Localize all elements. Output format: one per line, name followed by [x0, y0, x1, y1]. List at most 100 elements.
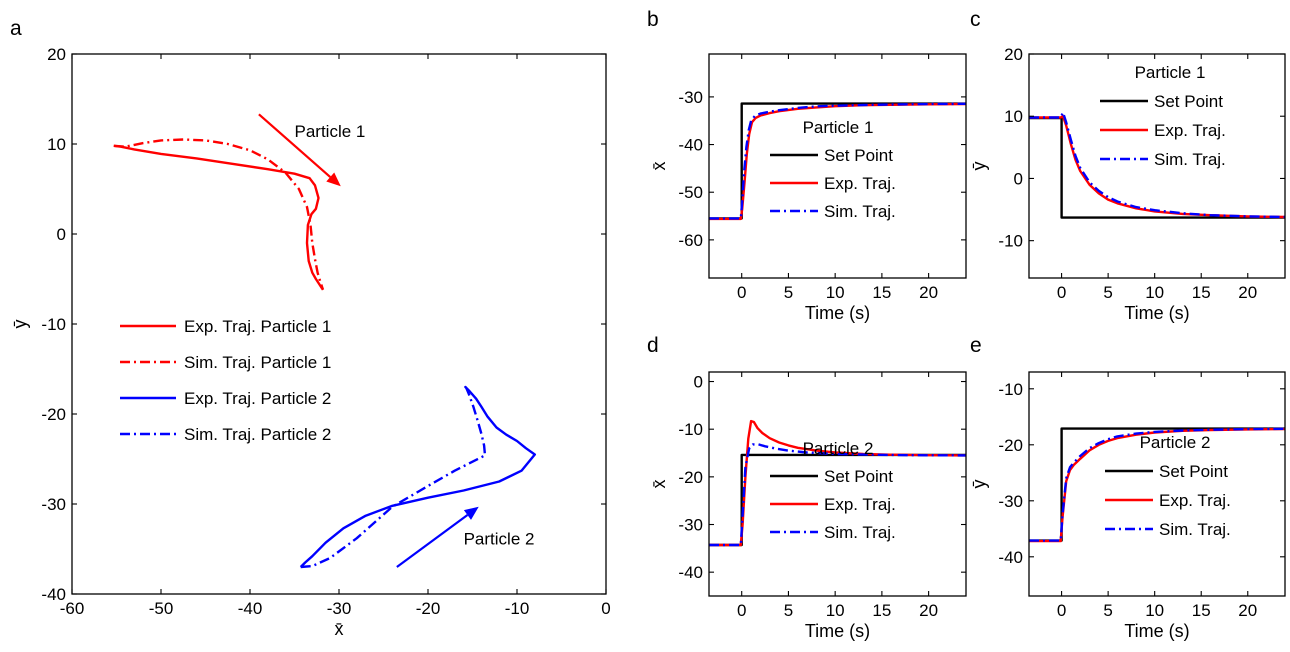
legend-entry: Set Point — [824, 467, 893, 486]
panel-b: b 0 5 10 15 20 -60 -50 -40 -30 Time (s) x̄ Particle … — [647, 8, 967, 323]
y-tick-label: -10 — [41, 315, 66, 334]
legend-e: Particle 2 Set Point Exp. Traj. Sim. Traj. — [1105, 433, 1231, 539]
y-tick-label: 0 — [694, 373, 703, 392]
x-tick-label: 15 — [872, 283, 891, 302]
x-tick-label: 10 — [826, 283, 845, 302]
y-tick-label: -10 — [998, 380, 1023, 399]
series-line-sim-traj-particle-2 — [300, 387, 487, 569]
y-tick-label: 0 — [57, 225, 66, 244]
series-line-sim-traj — [1029, 427, 1285, 542]
series-line-sim-traj-particle-1 — [113, 138, 325, 291]
x-tick-label: 20 — [919, 601, 938, 620]
panel-label-e: e — [970, 334, 982, 357]
x-tick-label: 0 — [1057, 601, 1066, 620]
x-tick-label: 0 — [737, 601, 746, 620]
y-tick-label: 10 — [47, 135, 66, 154]
plot-area-b — [709, 102, 966, 221]
y-tick-label: -30 — [678, 88, 703, 107]
x-tick-label: -10 — [505, 599, 530, 618]
panel-e: e 0 5 10 15 20 -40 -30 -20 -10 Time (s) ȳ Particle 2… — [969, 334, 1286, 641]
x-tick-label: -20 — [416, 599, 441, 618]
legend-entry: Sim. Traj. — [1154, 150, 1226, 169]
direction-arrowhead — [326, 172, 341, 187]
x-axis-label: Time (s) — [805, 621, 870, 641]
legend-entry: Exp. Traj. — [1154, 121, 1226, 140]
series-line-exp-traj-particle-1 — [113, 144, 324, 291]
direction-arrowhead — [463, 506, 479, 520]
y-tick-label: -40 — [998, 548, 1023, 567]
x-tick-label: 15 — [1192, 601, 1211, 620]
x-tick-label: 5 — [784, 601, 793, 620]
legend-c: Particle 1 Set Point Exp. Traj. Sim. Traj. — [1100, 63, 1226, 169]
x-tick-label: 20 — [1238, 601, 1257, 620]
legend-entry: Exp. Traj. Particle 2 — [184, 389, 331, 408]
y-axis-label: ȳ — [969, 162, 989, 171]
y-tick-label: -10 — [678, 420, 703, 439]
x-axis-label: Time (s) — [1124, 303, 1189, 323]
annotation-label: Particle 1 — [295, 122, 366, 141]
axes-box-b — [708, 53, 967, 279]
x-tick-label: -50 — [149, 599, 174, 618]
legend-title: Particle 2 — [803, 439, 874, 458]
y-tick-label: -20 — [998, 436, 1023, 455]
legend-entry: Exp. Traj. Particle 1 — [184, 317, 331, 336]
plot-area-a — [113, 138, 536, 569]
legend-entry: Set Point — [824, 146, 893, 165]
x-axis-label: x̄ — [335, 619, 344, 639]
legend-entry: Exp. Traj. — [1159, 491, 1231, 510]
legend-title: Particle 1 — [1135, 63, 1206, 82]
legend-entry: Exp. Traj. — [824, 174, 896, 193]
legend-d: Particle 2 Set Point Exp. Traj. Sim. Traj. — [770, 439, 896, 542]
legend-entry: Set Point — [1159, 462, 1228, 481]
series-line-sim-traj — [709, 443, 966, 547]
direction-arrow — [258, 113, 331, 178]
x-tick-label: -30 — [327, 599, 352, 618]
plot-area-c — [1029, 111, 1285, 219]
x-tick-label: -40 — [238, 599, 263, 618]
legend-entry: Sim. Traj. — [824, 523, 896, 542]
legend-b: Particle 1 Set Point Exp. Traj. Sim. Traj. — [770, 118, 896, 221]
panel-label-c: c — [970, 8, 981, 31]
series-line-exp-traj — [1029, 427, 1285, 543]
y-tick-label: -40 — [678, 136, 703, 155]
axes-box-d — [708, 371, 967, 597]
x-tick-label: 10 — [1145, 601, 1164, 620]
series-line-exp-traj-particle-2 — [299, 385, 536, 568]
x-tick-label: 5 — [1103, 283, 1112, 302]
x-axis-label: Time (s) — [805, 303, 870, 323]
y-tick-label: 20 — [1004, 45, 1023, 64]
y-tick-label: -30 — [678, 516, 703, 535]
legend-entry: Exp. Traj. — [824, 495, 896, 514]
plot-area-e — [1029, 427, 1285, 543]
x-tick-label: 20 — [1238, 283, 1257, 302]
x-tick-label: 10 — [826, 601, 845, 620]
y-tick-label: -20 — [41, 405, 66, 424]
x-tick-label: 5 — [1103, 601, 1112, 620]
x-tick-label: 0 — [601, 599, 610, 618]
y-tick-label: -40 — [678, 563, 703, 582]
panel-d: d 0 5 10 15 20 -40 -30 -20 -10 0 Time (s) x̄ Particle… — [647, 334, 967, 641]
annotation-label: Particle 2 — [464, 530, 535, 549]
y-tick-label: -40 — [41, 585, 66, 604]
y-axis-label: x̄ — [649, 162, 669, 171]
panel-a: a -60 -50 -40 -30 -20 -10 0 -40 -30 -20 -10 0 10 20 x̄ ȳ… — [10, 17, 611, 639]
y-tick-label: -50 — [678, 183, 703, 202]
x-tick-label: 20 — [919, 283, 938, 302]
panel-label-b: b — [647, 8, 659, 31]
panel-c: c 0 5 10 15 20 -10 0 10 20 Time (s) ȳ Particle 1 Set … — [969, 8, 1286, 323]
legend-a: Exp. Traj. Particle 1 Sim. Traj. Particle… — [120, 317, 331, 444]
y-tick-label: 20 — [47, 45, 66, 64]
axes-box-c — [1028, 53, 1286, 279]
legend-entry: Set Point — [1154, 92, 1223, 111]
y-tick-label: 10 — [1004, 107, 1023, 126]
legend-entry: Sim. Traj. — [824, 202, 896, 221]
plot-area-d — [709, 419, 966, 547]
axes-box-e — [1028, 371, 1286, 597]
y-tick-label: -30 — [41, 495, 66, 514]
x-tick-label: 10 — [1145, 283, 1164, 302]
y-axis-label: x̄ — [649, 480, 669, 489]
x-tick-label: 0 — [737, 283, 746, 302]
x-tick-label: 0 — [1057, 283, 1066, 302]
legend-entry: Sim. Traj. Particle 1 — [184, 353, 331, 372]
